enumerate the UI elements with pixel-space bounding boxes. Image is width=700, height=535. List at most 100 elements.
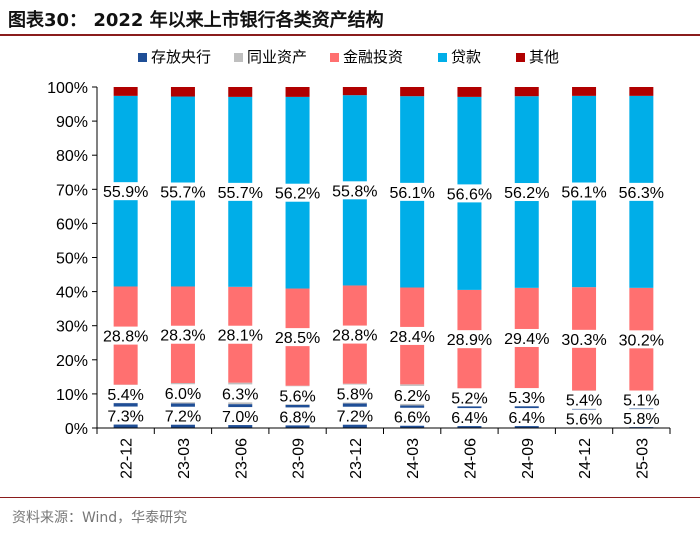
data-label-3-5: 56.1% bbox=[389, 185, 434, 202]
data-label-bg-1-3 bbox=[277, 386, 318, 405]
legend-swatch-1 bbox=[234, 53, 243, 62]
data-label-1-6: 5.2% bbox=[451, 390, 487, 407]
y-tick-label-10: 100% bbox=[47, 80, 88, 97]
bar-4-7 bbox=[514, 87, 539, 97]
data-label-bg-0-7 bbox=[506, 408, 547, 427]
data-label-2-7: 29.4% bbox=[504, 331, 549, 348]
bars: 7.3% 5.4% 28.8% 55.9% 7.2% 6.0% 28.3% 55.7% 7.0%… bbox=[101, 87, 666, 428]
data-label-1-5: 6.2% bbox=[394, 388, 430, 405]
bar-stack-22-12 bbox=[113, 87, 138, 428]
data-label-3-1: 55.7% bbox=[160, 185, 205, 202]
x-tick-label-0: 22-12 bbox=[119, 438, 136, 479]
data-label-1-9: 5.1% bbox=[623, 393, 659, 410]
bar-4-4 bbox=[342, 87, 367, 96]
data-label-1-2: 6.3% bbox=[222, 386, 258, 403]
data-label-0-0: 7.3% bbox=[107, 409, 143, 426]
data-label-bg-2-4 bbox=[330, 325, 380, 344]
legend-swatch-3 bbox=[438, 53, 447, 62]
data-label-3-9: 56.3% bbox=[619, 185, 664, 202]
data-label-3-2: 55.7% bbox=[218, 185, 263, 202]
data-label-1-8: 5.4% bbox=[566, 393, 602, 410]
data-label-3-4: 55.8% bbox=[332, 183, 377, 200]
legend-swatch-0 bbox=[138, 53, 147, 62]
bar-stack-24-09 bbox=[514, 87, 539, 428]
data-label-bg-3-3 bbox=[273, 183, 323, 202]
data-label-bg-2-0 bbox=[101, 326, 151, 345]
y-tick-label-7: 70% bbox=[56, 182, 88, 199]
legend-label-4: 其他 bbox=[529, 48, 559, 66]
data-label-bg-3-0 bbox=[101, 182, 151, 201]
data-label-1-4: 5.8% bbox=[337, 387, 373, 404]
data-label-bg-2-3 bbox=[273, 328, 323, 347]
data-label-2-4: 28.8% bbox=[332, 328, 377, 345]
data-label-0-8: 5.6% bbox=[566, 411, 602, 428]
data-label-bg-2-8 bbox=[559, 329, 609, 348]
x-tick-label-9: 25-03 bbox=[634, 438, 651, 479]
bar-4-2 bbox=[228, 87, 253, 97]
data-label-bg-1-1 bbox=[162, 384, 203, 403]
data-label-bg-1-6 bbox=[449, 388, 490, 407]
data-label-0-5: 6.6% bbox=[394, 410, 430, 427]
bar-stack-23-06 bbox=[228, 87, 253, 428]
data-label-3-7: 56.2% bbox=[504, 185, 549, 202]
x-tick-label-2: 23-06 bbox=[233, 438, 250, 479]
data-label-bg-2-9 bbox=[616, 330, 666, 349]
bar-4-9 bbox=[629, 87, 654, 96]
data-label-1-7: 5.3% bbox=[509, 390, 545, 407]
bar-stack-23-09 bbox=[285, 87, 310, 428]
y-tick-label-5: 50% bbox=[56, 251, 88, 268]
data-label-bg-3-7 bbox=[502, 183, 552, 202]
data-label-2-6: 28.9% bbox=[447, 332, 492, 349]
y-tick-label-6: 60% bbox=[56, 216, 88, 233]
stacked-bar-chart: 存放央行 同业资产 金融投资 贷款 其他 0% 10% 20% 30% 40% 50% 60% 70%… bbox=[47, 48, 671, 479]
data-label-bg-0-1 bbox=[162, 406, 203, 425]
bar-4-0 bbox=[113, 87, 138, 96]
legend-swatch-2 bbox=[330, 53, 339, 62]
bar-4-1 bbox=[170, 87, 195, 97]
data-label-2-1: 28.3% bbox=[160, 328, 205, 345]
bar-stack-23-03 bbox=[170, 87, 195, 428]
y-tick-label-4: 40% bbox=[56, 285, 88, 302]
y-tick-label-3: 30% bbox=[56, 319, 88, 336]
bar-stack-24-12 bbox=[572, 87, 597, 428]
data-label-bg-2-1 bbox=[158, 325, 208, 344]
y-tick-label-9: 90% bbox=[56, 114, 88, 131]
data-label-bg-3-8 bbox=[559, 182, 609, 201]
data-label-bg-0-3 bbox=[277, 407, 318, 426]
x-tick-label-6: 24-06 bbox=[462, 438, 479, 479]
x-tick-label-1: 23-03 bbox=[176, 438, 193, 479]
data-label-bg-1-4 bbox=[334, 384, 375, 403]
y-tick-label-8: 80% bbox=[56, 148, 88, 165]
legend: 存放央行 同业资产 金融投资 贷款 其他 bbox=[138, 48, 559, 66]
bar-stack-23-12 bbox=[342, 87, 367, 428]
data-label-bg-3-9 bbox=[616, 182, 666, 201]
data-label-3-3: 56.2% bbox=[275, 186, 320, 203]
data-label-2-0: 28.8% bbox=[103, 329, 148, 346]
data-label-bg-0-8 bbox=[564, 409, 605, 428]
y-tick-label-1: 10% bbox=[56, 387, 88, 404]
bar-stack-25-03 bbox=[629, 87, 654, 428]
data-label-0-9: 5.8% bbox=[623, 411, 659, 428]
bottom-rule bbox=[0, 497, 700, 498]
data-label-bg-2-5 bbox=[387, 326, 437, 345]
data-label-1-0: 5.4% bbox=[107, 387, 143, 404]
bar-stack-24-03 bbox=[400, 87, 425, 428]
x-tick-label-3: 23-09 bbox=[291, 438, 308, 479]
data-label-2-3: 28.5% bbox=[275, 330, 320, 347]
y-tick-label-2: 20% bbox=[56, 353, 88, 370]
data-label-0-6: 6.4% bbox=[451, 410, 487, 427]
data-label-bg-1-7 bbox=[506, 388, 547, 407]
data-label-bg-1-8 bbox=[564, 390, 605, 409]
legend-label-0: 存放央行 bbox=[151, 48, 211, 66]
data-label-2-9: 30.2% bbox=[619, 332, 664, 349]
data-label-bg-0-0 bbox=[105, 406, 146, 425]
bar-4-3 bbox=[285, 87, 310, 97]
data-label-bg-2-7 bbox=[502, 328, 552, 347]
data-label-0-4: 7.2% bbox=[337, 409, 373, 426]
data-label-bg-0-6 bbox=[449, 408, 490, 427]
data-label-bg-1-0 bbox=[105, 384, 146, 403]
data-label-2-5: 28.4% bbox=[389, 329, 434, 346]
x-tick-label-8: 24-12 bbox=[577, 438, 594, 479]
data-label-1-1: 6.0% bbox=[165, 386, 201, 403]
data-label-bg-0-2 bbox=[220, 407, 261, 426]
